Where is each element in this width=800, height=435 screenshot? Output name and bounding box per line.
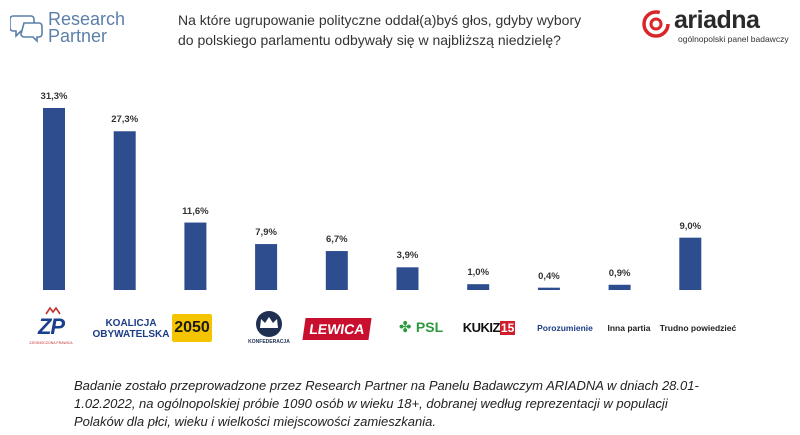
bar-psl [396,267,419,290]
value-label-2050: 11,6% [182,205,209,217]
zp-eagle-icon [45,306,61,315]
bar-lewica [325,251,348,290]
bar-porozumienie [537,287,560,290]
ko-logo-line2: OBYWATELSKA [92,329,170,340]
bar-kukiz-15 [467,284,490,290]
psl-logo-text: PSL [415,319,444,335]
research-partner-logo-line2: Partner [48,26,108,46]
research-partner-logo: Research Partner [10,10,160,50]
ariadna-logo-subtitle: ogólnopolski panel badawczy [678,34,789,44]
value-label-lewica: 6,7% [325,234,348,246]
value-label-inna-partia: 0,9% [608,267,631,279]
zp-logo-subtitle: ZJEDNOCZONA PRAWICA [29,341,73,345]
koalicja-obywatelska-logo: KOALICJA OBYWATELSKA [88,318,174,340]
konfederacja-crown-icon [256,311,282,337]
polska-2050-logo-text: 2050 [174,319,210,336]
kukiz15-logo-text: KUKIZ [462,320,501,335]
kukiz15-logo: KUKIZ15 [452,319,526,337]
ariadna-spiral-icon [642,10,670,38]
value-label-koalicja-obywatelska: 27,3% [111,114,139,126]
kukiz15-logo-number: 15 [499,321,516,335]
konfederacja-logo-text: KONFEDERACJA [248,339,290,345]
value-label-zp: 31,3% [40,91,68,102]
inna-partia-label: Inna partia [607,323,651,333]
bar-2050 [184,222,207,290]
methodology-footnote: Badanie zostało przeprowadzone przez Res… [74,378,699,429]
value-label-konfederacja: 7,9% [255,227,277,239]
bar-konfederacja [255,244,278,290]
value-label-psl: 3,9% [396,250,419,262]
bar-inna-partia [608,284,631,290]
ariadna-logo: ariadna ogólnopolski panel badawczy [640,6,790,46]
research-partner-logo-line1: Research [48,9,126,29]
value-label-trudno-powiedziec: 9,0% [679,220,702,232]
psl-clover-icon: ✤ [398,319,412,336]
zp-logo-abbr: ZP [37,314,65,339]
ko-logo-line1: KOALICJA [105,318,157,329]
psl-logo: ✤ PSL [396,318,446,337]
lewica-logo-text: LEWICA [308,321,366,337]
bar-koalicja-obywatelska [113,131,136,290]
party-logos-row: ZP ZJEDNOCZONA PRAWICA KOALICJA OBYWATEL… [0,306,800,360]
bar-trudno-powiedziec [679,237,702,290]
value-label-kukiz-15: 1,0% [467,267,490,279]
polska-2050-logo: 2050 [172,314,212,342]
research-partner-speech-bubbles-icon [10,15,43,43]
trudno-powiedziec-label: Trudno powiedzieć [659,323,737,333]
ariadna-logo-word: ariadna [674,6,760,34]
chart-question-title: Na które ugrupowanie polityczne oddał(a)… [178,12,582,48]
porozumienie-logo: Porozumienie [537,323,593,333]
lewica-logo: LEWICA [302,318,372,340]
value-label-porozumienie: 0,4% [538,270,560,282]
vote-intention-bar-chart [43,108,702,290]
bar-zp [43,108,65,290]
